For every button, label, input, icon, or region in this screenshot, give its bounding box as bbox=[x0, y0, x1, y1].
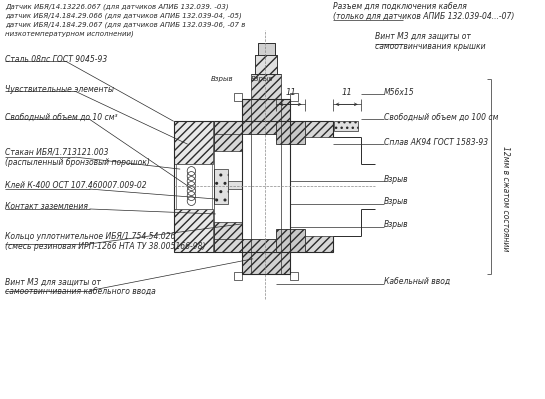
Text: Винт М3 для защиты от: Винт М3 для защиты от bbox=[374, 32, 470, 41]
Text: датчик ИБЯ/14.184.29.067 (для датчиков АПИБ 132.039-06, -07 в: датчик ИБЯ/14.184.29.067 (для датчиков А… bbox=[5, 22, 246, 28]
Text: Стакан ИБЯ/1.713121.003: Стакан ИБЯ/1.713121.003 bbox=[5, 148, 109, 157]
Text: Кабельный ввод: Кабельный ввод bbox=[384, 277, 450, 286]
Text: датчик ИБЯ/14.184.29.066 (для датчиков АПИБ 132.039-04, -05): датчик ИБЯ/14.184.29.066 (для датчиков А… bbox=[5, 12, 242, 19]
Text: (смесь резиновая ИРП-1266 НТА ТУ 38.005166-98): (смесь резиновая ИРП-1266 НТА ТУ 38.0051… bbox=[5, 242, 206, 251]
Bar bbox=[290, 93, 298, 101]
Text: Разъем для подключения кабеля: Разъем для подключения кабеля bbox=[332, 2, 467, 11]
Bar bbox=[242, 239, 290, 274]
Bar bbox=[276, 121, 305, 144]
Text: Взрыв: Взрыв bbox=[384, 220, 409, 229]
Text: М56х15: М56х15 bbox=[384, 88, 415, 97]
Text: Чувствительные элементы: Чувствительные элементы bbox=[5, 85, 114, 94]
Bar bbox=[258, 43, 275, 55]
Text: Винт М3 для защиты от: Винт М3 для защиты от bbox=[5, 278, 101, 287]
Bar bbox=[234, 93, 242, 101]
Text: (только для датчиков АПИБ 132.039-04...-07): (только для датчиков АПИБ 132.039-04...-… bbox=[332, 12, 514, 21]
Text: самоотвинчивания кабельного ввода: самоотвинчивания кабельного ввода bbox=[5, 288, 156, 297]
Bar bbox=[214, 169, 228, 204]
Bar bbox=[177, 164, 212, 209]
Text: 11: 11 bbox=[341, 88, 352, 97]
Text: самоотвинчивания крышки: самоотвинчивания крышки bbox=[374, 42, 485, 51]
Bar bbox=[228, 181, 242, 189]
Bar bbox=[290, 272, 298, 280]
Bar bbox=[242, 99, 290, 134]
Bar bbox=[251, 75, 281, 99]
Bar bbox=[174, 121, 213, 164]
Text: (распыленный бронзовый порошок): (распыленный бронзовый порошок) bbox=[5, 158, 150, 167]
Text: Свободный объем до 10 см³: Свободный объем до 10 см³ bbox=[5, 113, 118, 122]
Text: Взрыв: Взрыв bbox=[211, 77, 234, 83]
Text: Клей К-400 ОСТ 107.460007.009-02: Клей К-400 ОСТ 107.460007.009-02 bbox=[5, 181, 147, 190]
Bar bbox=[214, 222, 242, 252]
Bar bbox=[174, 209, 213, 252]
Text: Сплав АК94 ГОСТ 1583-93: Сплав АК94 ГОСТ 1583-93 bbox=[384, 138, 488, 147]
Bar bbox=[335, 121, 358, 131]
Bar bbox=[214, 121, 242, 151]
Bar bbox=[305, 121, 332, 137]
Text: Контакт заземления: Контакт заземления bbox=[5, 202, 88, 211]
Text: низкотемпературном исполнении): низкотемпературном исполнении) bbox=[5, 30, 134, 37]
Text: Кольцо уплотнительное ИБЯ/1.754.54.026: Кольцо уплотнительное ИБЯ/1.754.54.026 bbox=[5, 232, 175, 241]
Bar bbox=[234, 272, 242, 280]
Text: Сталь 08пс ГОСТ 9045-93: Сталь 08пс ГОСТ 9045-93 bbox=[5, 55, 107, 64]
Text: Свободный объем до 100 см: Свободный объем до 100 см bbox=[384, 113, 498, 122]
Text: Взрыв: Взрыв bbox=[384, 198, 409, 207]
Text: 12мм в сжатом состоянии: 12мм в сжатом состоянии bbox=[501, 146, 510, 252]
Text: Датчик ИБЯ/14.13226.067 (для датчиков АПИБ 132.039. -03): Датчик ИБЯ/14.13226.067 (для датчиков АП… bbox=[5, 4, 229, 10]
Bar bbox=[276, 229, 305, 252]
Bar bbox=[305, 236, 332, 252]
Text: 11: 11 bbox=[285, 88, 296, 97]
Bar bbox=[255, 55, 277, 75]
Text: Взрыв: Взрыв bbox=[384, 175, 409, 184]
Text: Взрыв: Взрыв bbox=[251, 77, 274, 83]
